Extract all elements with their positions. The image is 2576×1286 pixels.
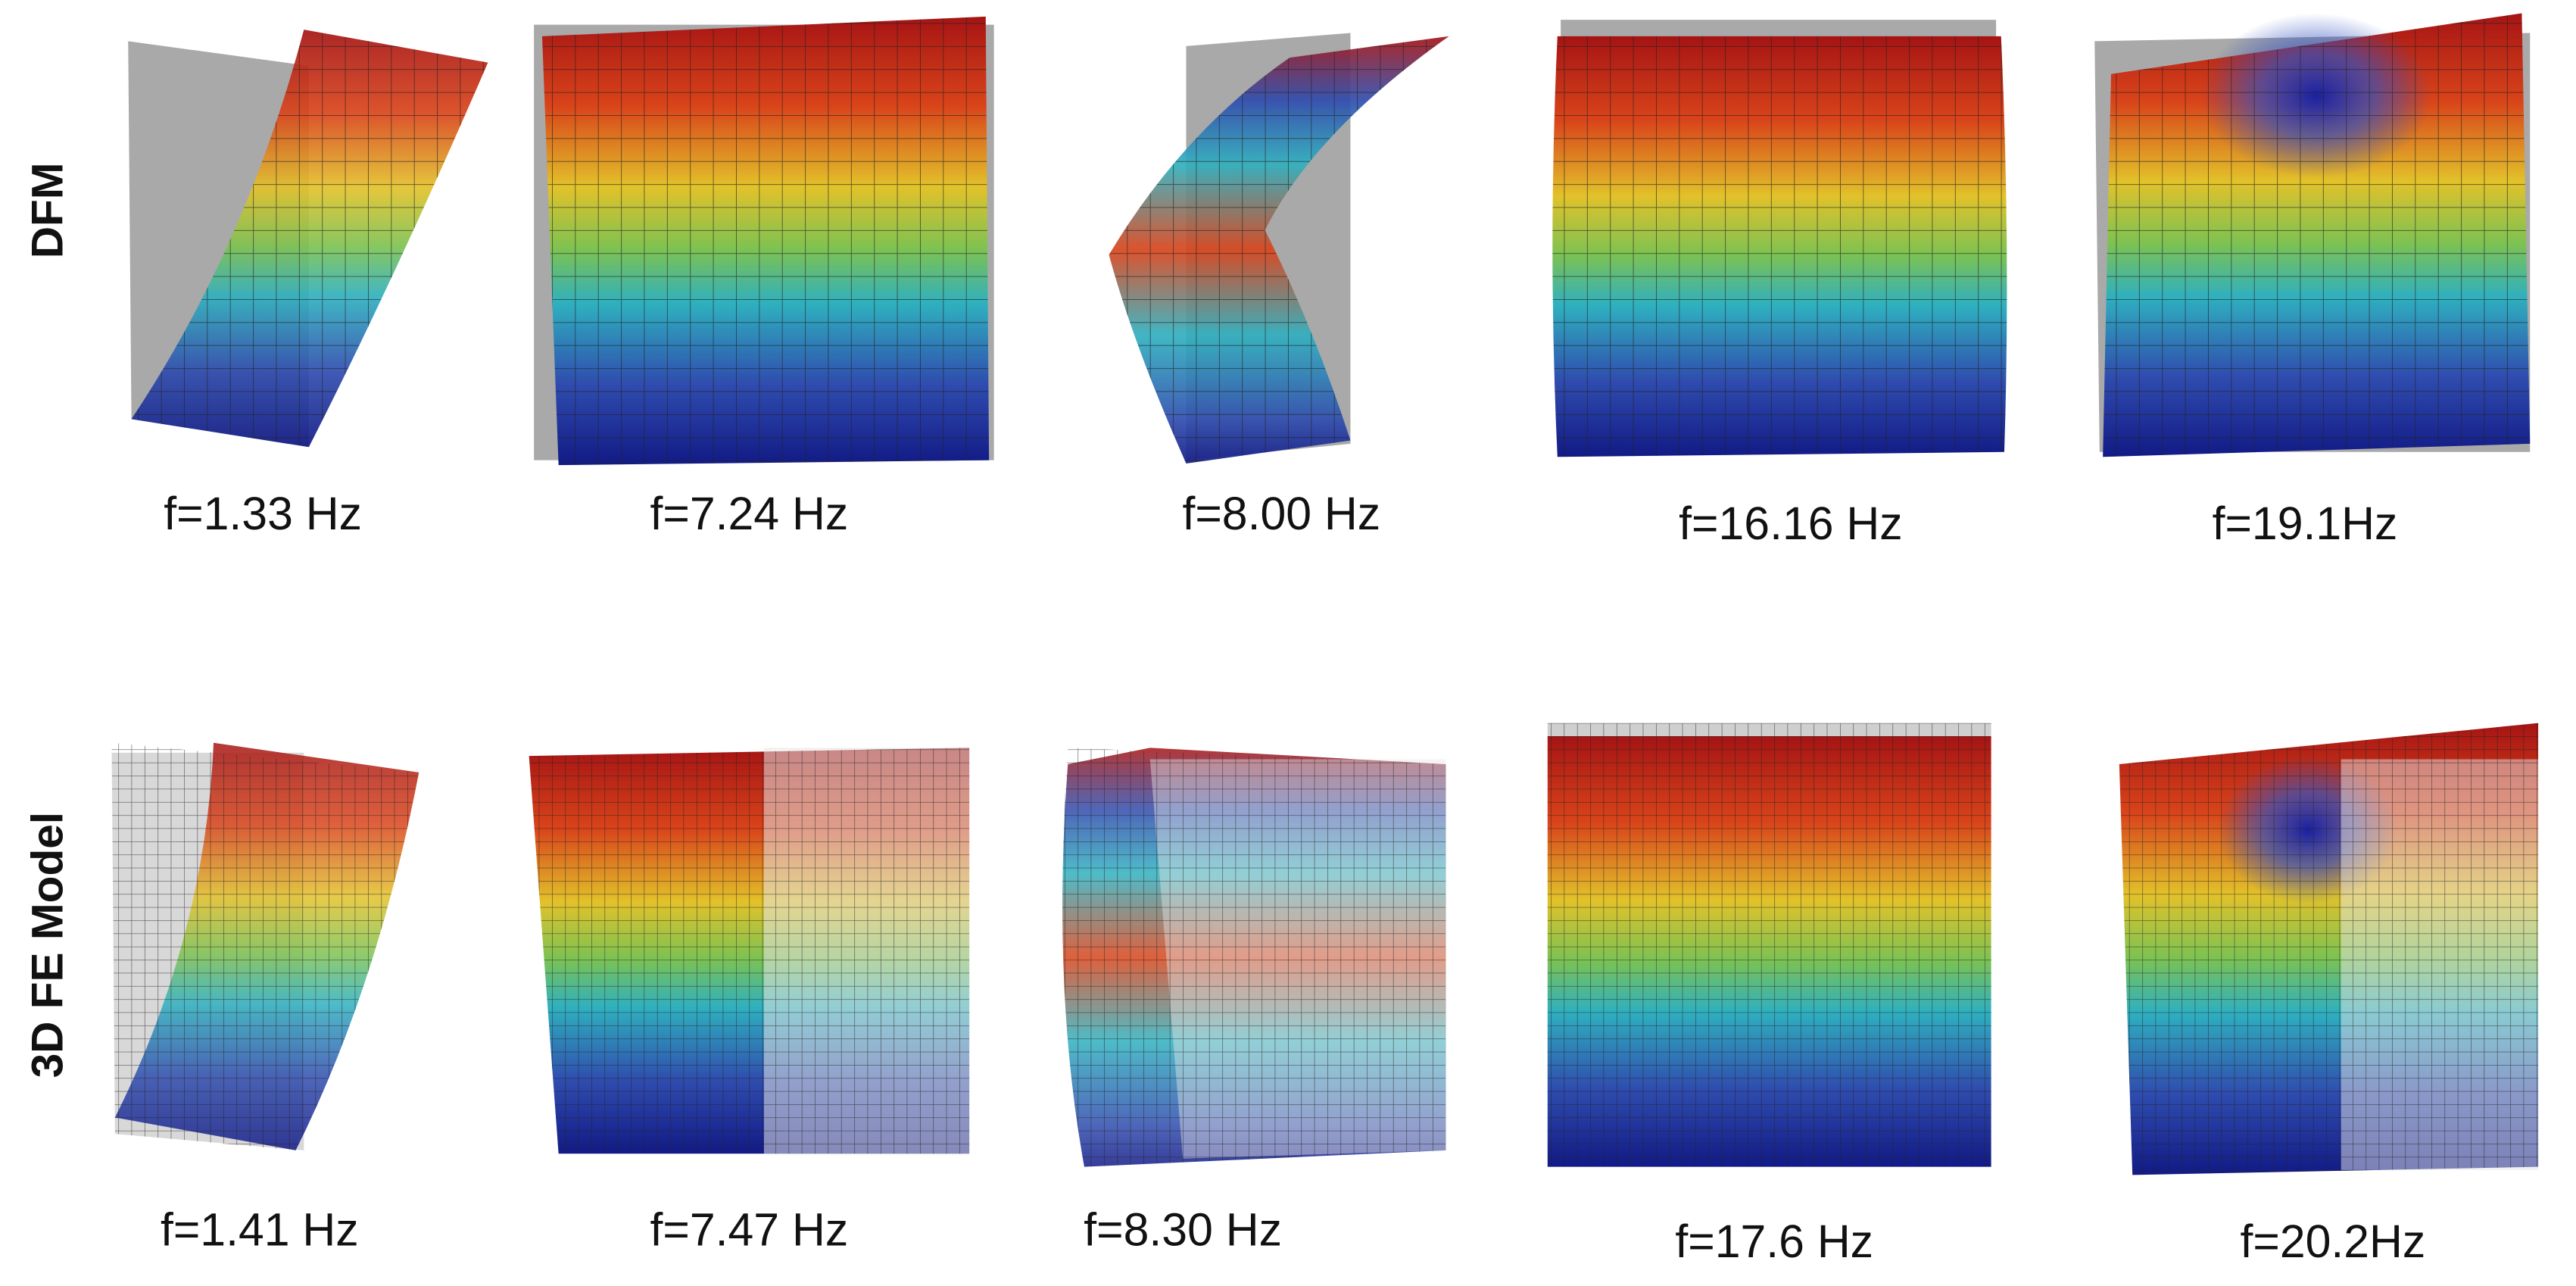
frequency-label: f=8.30 Hz xyxy=(1084,1204,1282,1256)
mesh xyxy=(1062,748,1446,1167)
row-label: 3D FE Model xyxy=(23,812,72,1078)
mode-shapes-fe xyxy=(111,723,2539,1175)
mesh xyxy=(1109,36,1449,464)
frequency-label: f=7.24 Hz xyxy=(650,488,848,539)
frequency-label: f=1.33 Hz xyxy=(164,488,362,539)
frequency-label: f=8.00 Hz xyxy=(1182,488,1380,539)
mesh xyxy=(541,16,990,466)
mesh xyxy=(2119,723,2539,1175)
frequency-label: f=7.47 Hz xyxy=(650,1204,848,1256)
mesh xyxy=(131,30,488,448)
frequency-label: f=1.41 Hz xyxy=(161,1204,359,1256)
frequency-label: f=20.2Hz xyxy=(2240,1216,2425,1267)
row-label: DFM xyxy=(23,162,72,258)
mesh xyxy=(111,742,419,1150)
mesh xyxy=(1547,723,1991,1167)
frequency-label: f=16.16 Hz xyxy=(1679,498,1903,549)
mesh xyxy=(529,748,970,1154)
mode-shapes-dfm xyxy=(128,13,2531,466)
mesh xyxy=(2103,13,2531,457)
frequency-label: f=19.1Hz xyxy=(2213,498,2398,549)
frequency-label: f=17.6 Hz xyxy=(1675,1216,1873,1267)
mesh xyxy=(1552,36,2007,457)
